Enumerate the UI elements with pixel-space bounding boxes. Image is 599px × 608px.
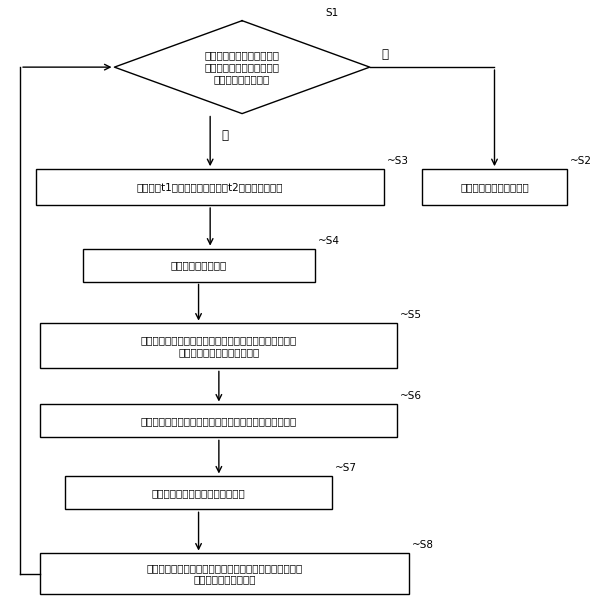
Bar <box>422 169 567 205</box>
Text: ~S6: ~S6 <box>400 392 422 401</box>
Text: ~S8: ~S8 <box>412 541 434 550</box>
Bar <box>41 323 397 368</box>
Text: ~S3: ~S3 <box>387 156 409 166</box>
Bar <box>41 553 409 594</box>
Text: 根据开机室内机负荷以及待机室内机所在房间内是否有人
确定待机室内机的膨胀阀开度: 根据开机室内机负荷以及待机室内机所在房间内是否有人 确定待机室内机的膨胀阀开度 <box>141 335 297 357</box>
Text: 否: 否 <box>382 48 388 61</box>
Text: ~S4: ~S4 <box>317 235 340 246</box>
Text: ~S5: ~S5 <box>400 311 422 320</box>
Text: 开机室内机的膨胀阀的开度与正常制冷运行时的开度相同: 开机室内机的膨胀阀的开度与正常制冷运行时的开度相同 <box>141 416 297 426</box>
Bar <box>65 477 332 510</box>
Bar <box>41 404 397 437</box>
Text: 控制压缩机按照设定回油频率运行: 控制压缩机按照设定回油频率运行 <box>152 488 246 498</box>
Text: 累计时间t1清零；回油运行时间t2清零，开始计时: 累计时间t1清零；回油运行时间t2清零，开始计时 <box>137 182 283 192</box>
Bar <box>36 169 384 205</box>
Text: 多联机保持正常制冷运行: 多联机保持正常制冷运行 <box>460 182 529 192</box>
Polygon shape <box>114 21 370 114</box>
Text: ~S7: ~S7 <box>335 463 357 474</box>
Text: S1: S1 <box>325 8 338 18</box>
Text: 是: 是 <box>221 129 228 142</box>
Text: 回油运行时间达到回油设定时间后，退出回油运行模式，
进入正常制冷运行模式: 回油运行时间达到回油设定时间后，退出回油运行模式， 进入正常制冷运行模式 <box>147 563 303 585</box>
Text: 压缩机频率小于设定频率阈
值的累计时间达到回油周期
且存在关机的室内机: 压缩机频率小于设定频率阈 值的累计时间达到回油周期 且存在关机的室内机 <box>205 50 280 84</box>
Text: ~S2: ~S2 <box>570 156 592 166</box>
Text: 计算开机室内机负荷: 计算开机室内机负荷 <box>171 260 226 270</box>
Bar <box>83 249 314 282</box>
